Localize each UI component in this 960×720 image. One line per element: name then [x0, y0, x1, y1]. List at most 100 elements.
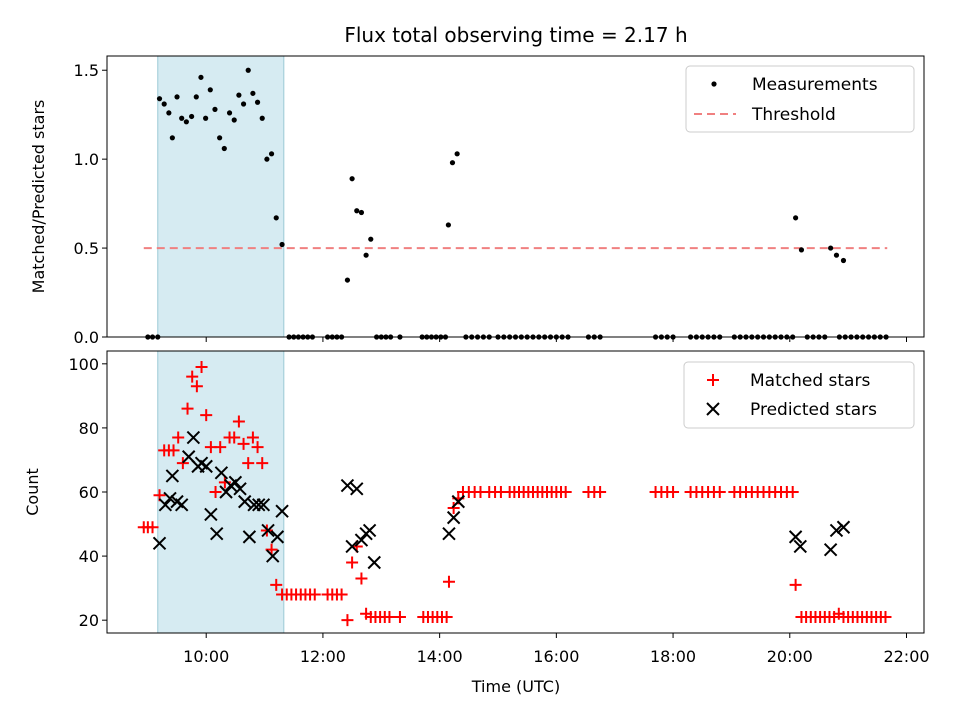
- predicted-star-marker: [836, 520, 851, 534]
- matched-star-marker: [270, 578, 283, 591]
- measurement-point: [273, 215, 279, 221]
- matched-star-marker: [667, 486, 680, 498]
- matched-star-marker: [228, 431, 241, 444]
- predicted-star-marker: [158, 498, 173, 512]
- count-legend: Matched stars Predicted stars: [683, 361, 915, 429]
- predicted-star-marker: [829, 523, 844, 538]
- measurement-point: [203, 115, 209, 121]
- measurement-point: [363, 252, 369, 258]
- measurement-point: [449, 160, 456, 166]
- matched-star-marker: [186, 370, 199, 383]
- measurement-point: [189, 113, 195, 120]
- measurement-point: [793, 215, 799, 221]
- matched-star-marker: [237, 437, 250, 450]
- predicted-star-marker: [174, 498, 189, 512]
- y-tick-label: 40: [79, 547, 99, 566]
- predicted-star-marker: [451, 494, 466, 509]
- ratio-plot-frame: [106, 55, 925, 338]
- ratio-legend: Measurements Threshold: [685, 65, 915, 133]
- matched-star-marker: [176, 457, 189, 470]
- matched-star-marker: [242, 457, 255, 470]
- measurement-point: [798, 247, 805, 253]
- matched-star-marker: [209, 486, 222, 498]
- matched-star-marker: [346, 556, 359, 569]
- y-tick-label: 20: [79, 611, 99, 630]
- predicted-star-marker: [186, 430, 201, 445]
- matched-star-marker: [442, 575, 455, 588]
- measurement-point: [221, 145, 227, 152]
- predicted-star-marker: [163, 491, 177, 506]
- matched-star-marker: [440, 610, 453, 623]
- matched-star-marker: [789, 578, 802, 591]
- predicted-star-marker: [793, 539, 807, 554]
- predicted-star-marker: [266, 549, 280, 563]
- measurement-point: [179, 115, 185, 121]
- x-tick-label: 12:00: [300, 647, 346, 666]
- predicted-star-marker: [270, 530, 285, 544]
- x-tick-label: 18:00: [650, 647, 696, 666]
- x-tick-label: 14:00: [417, 647, 463, 666]
- predicted-star-marker: [340, 478, 355, 493]
- measurement-point: [169, 135, 175, 141]
- measurement-point: [226, 110, 233, 116]
- predicted-star-marker: [823, 542, 838, 557]
- count-y-ticks: 20 40 60 80 100: [68, 355, 107, 630]
- predicted-star-marker: [152, 536, 167, 550]
- measurement-point: [212, 106, 218, 112]
- y-tick-label: 0.0: [74, 328, 99, 347]
- count-x-ticks: 10:00 12:00 14:00 16:00 18:00 20:00 22:00: [183, 633, 930, 666]
- count-plot-frame: [106, 350, 925, 634]
- matched-star-marker: [246, 431, 259, 444]
- observing-window-span: [157, 55, 285, 338]
- x-tick-label: 22:00: [883, 647, 929, 666]
- ratio-y-ticks: 0.0 0.5 1.0 1.5: [74, 61, 107, 347]
- x-axis-label: Time (UTC): [471, 677, 560, 696]
- matched-star-marker: [393, 610, 406, 623]
- matched-star-marker: [341, 614, 354, 627]
- predicted-star-marker: [275, 504, 289, 518]
- predicted-star-marker: [204, 507, 218, 522]
- ratio-x-ticks: [205, 337, 907, 342]
- matched-star-marker: [355, 572, 368, 585]
- y-tick-label: 80: [79, 419, 99, 438]
- measurement-point: [166, 110, 172, 116]
- predicted-star-marker: [446, 510, 461, 525]
- measurement-point: [236, 92, 242, 98]
- matched-stars-points: [137, 361, 892, 627]
- legend-matched-marker: [707, 374, 719, 386]
- matched-star-marker: [308, 588, 321, 601]
- matched-star-marker: [447, 502, 460, 515]
- x-tick-label: 10:00: [183, 647, 229, 666]
- predicted-stars-points: [152, 430, 851, 570]
- predicted-star-marker: [256, 498, 271, 512]
- measurement-point: [259, 115, 265, 121]
- measurement-point: [207, 87, 213, 93]
- matched-star-marker: [251, 441, 264, 454]
- measurement-point: [240, 101, 247, 107]
- matched-star-marker: [172, 431, 185, 444]
- matched-star-marker: [195, 361, 208, 374]
- measurement-point: [368, 236, 374, 242]
- matched-star-marker: [335, 588, 348, 601]
- measurement-point: [358, 209, 365, 216]
- predicted-star-marker: [165, 469, 180, 483]
- measurement-point: [198, 74, 204, 80]
- measurement-point: [833, 252, 840, 258]
- predicted-star-marker: [242, 530, 257, 544]
- legend-matched-label: Matched stars: [750, 371, 870, 391]
- predicted-star-marker: [214, 466, 229, 480]
- matched-star-marker: [594, 486, 607, 498]
- matched-star-marker: [786, 486, 799, 498]
- predicted-star-marker: [199, 459, 213, 474]
- predicted-star-marker: [233, 482, 247, 496]
- predicted-star-marker: [210, 526, 224, 541]
- y-tick-label: 60: [79, 483, 99, 502]
- measurement-point: [156, 96, 163, 102]
- predicted-star-marker: [354, 533, 369, 547]
- ratio-y-axis-label: Matched/Predicted stars: [29, 100, 48, 294]
- matched-star-marker: [383, 610, 396, 623]
- legend-predicted-label: Predicted stars: [750, 400, 877, 420]
- measurement-point: [217, 135, 223, 141]
- measurement-point: [344, 277, 351, 283]
